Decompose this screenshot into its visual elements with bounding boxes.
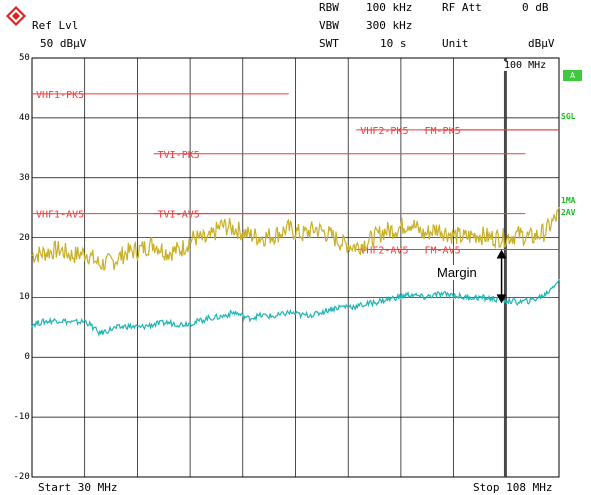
limit-line-label: FM-PK5 [424,126,460,137]
margin-arrow-head-up [496,249,507,259]
spectrum-chart-svg: VHF1-PK5 VHF2-PK5 FM-PK5 TVI-PK5 VHF1-AV5 TVI… [31,57,560,478]
y-tick-label: -10 [13,412,30,423]
rf-att-value: 0 dB [522,1,549,14]
ref-lvl-value: 50 dBµV [40,37,87,50]
rohde-schwarz-logo [6,6,26,26]
margin-label: Margin [437,265,477,280]
vbw-label: VBW [319,19,339,32]
limit-line-label: TVI-AV5 [158,210,200,221]
unit-value: dBµV [528,37,555,50]
sgl-indicator: SGL [561,112,576,121]
start-freq-label: Start 30 MHz [38,481,118,494]
y-tick-label: 40 [19,112,30,123]
trace-a-badge: A [563,70,582,81]
marker-freq-label: 100 MHz [502,60,549,71]
y-tick-label: -20 [13,472,30,482]
y-tick-label: 0 [24,352,30,363]
limit-line-label: VHF2-PK5 [360,126,408,137]
limit-line-label: FM-AV5 [424,246,460,257]
y-tick-label: 30 [19,172,30,183]
y-tick-label: 50 [19,53,30,63]
stop-freq-label: Stop 108 MHz [473,481,553,494]
limit-line-label: VHF1-PK5 [36,90,84,101]
grid-layer [31,57,560,478]
limit-line-label: VHF1-AV5 [36,210,84,221]
y-tick-label: 20 [19,232,30,243]
limit-line-label: TVI-PK5 [158,150,200,161]
limit-line-label: VHF2-AV5 [360,246,408,257]
y-tick-label: 10 [19,292,30,303]
swt-label: SWT [319,37,339,50]
ref-lvl-label: Ref Lvl [32,19,79,32]
swt-value: 10 s [380,37,407,50]
rbw-value: 100 kHz [366,1,413,14]
trace2-indicator: 2AV [561,208,576,217]
trace-1MA [31,207,560,271]
limit-lines-layer: VHF1-PK5 VHF2-PK5 FM-PK5 TVI-PK5 VHF1-AV5 TVI… [32,90,559,257]
spectrum-plot: VHF1-PK5 VHF2-PK5 FM-PK5 TVI-PK5 VHF1-AV5 TVI… [31,57,560,478]
rbw-label: RBW [319,1,339,14]
traces-layer [31,207,560,337]
margin-annotation [496,249,507,304]
margin-arrow-head-down [496,294,507,304]
rf-att-label: RF Att [442,1,482,14]
trace1-indicator: 1MA [561,196,576,205]
vbw-value: 300 kHz [366,19,413,32]
unit-label: Unit [442,37,469,50]
trace-2AV [31,278,560,337]
